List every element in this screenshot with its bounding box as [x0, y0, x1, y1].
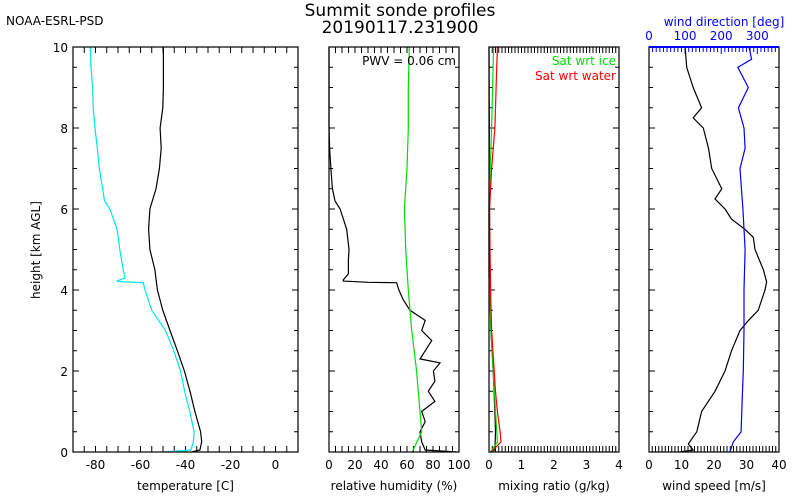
x-axis-title: relative humidity (%)	[331, 479, 458, 493]
series-wind-speed	[679, 46, 768, 453]
legend-entry: Sat wrt ice	[552, 54, 616, 68]
y-axis-title: height [km AGL]	[29, 201, 43, 299]
panel-humidity: 0 20 40 60 80 100 relative humidity (%) PWV = 0…	[325, 46, 471, 493]
chart-title: Summit sonde profiles	[305, 1, 496, 21]
top-axis-tick-label: 300	[746, 29, 769, 43]
x-tick-label: -80	[86, 458, 106, 472]
plot-frame	[648, 46, 780, 453]
series-saturation-wrt-ice	[403, 46, 423, 453]
top-axis-tick-label: 200	[710, 29, 733, 43]
x-tick-label: 20	[706, 458, 721, 472]
panel-temperature: -80 -60 -40 -20 0 temperature [C] 0 2 4 6 8 10	[53, 41, 299, 493]
x-tick-label: 0	[325, 458, 333, 472]
x-tick-label: 2	[550, 458, 558, 472]
x-tick-label: 40	[771, 458, 786, 472]
x-tick-label: -40	[176, 458, 196, 472]
y-tick-label: 10	[53, 41, 68, 55]
x-axis-title: wind speed [m/s]	[662, 479, 766, 493]
x-tick-label: 10	[674, 458, 689, 472]
x-axis-title: mixing ratio (g/kg)	[498, 479, 610, 493]
x-axis-title: temperature [C]	[137, 479, 234, 493]
x-tick-label: -20	[221, 458, 241, 472]
series-sat-wrt-water	[488, 46, 502, 453]
plot-frame	[328, 46, 460, 453]
x-tick-label: -60	[131, 458, 151, 472]
series-relative-humidity	[328, 47, 457, 453]
legend-entry: Sat wrt water	[535, 69, 616, 83]
x-tick-label: 80	[425, 458, 440, 472]
x-tick-label: 30	[739, 458, 754, 472]
y-tick-label: 4	[60, 284, 68, 298]
x-tick-label: 0	[645, 458, 653, 472]
series-dewpoint	[89, 46, 195, 453]
x-tick-label: 0	[272, 458, 280, 472]
series-wind-direction	[729, 46, 753, 453]
x-tick-label: 60	[399, 458, 414, 472]
org-label: NOAA-ESRL-PSD	[6, 14, 103, 28]
y-tick-label: 8	[60, 122, 68, 136]
pwv-annotation: PWV = 0.06 cm	[362, 54, 456, 68]
top-axis-title: wind direction [deg]	[664, 15, 785, 29]
x-tick-label: 20	[347, 458, 362, 472]
top-axis-tick-label: 0	[645, 29, 653, 43]
x-tick-label: 4	[615, 458, 623, 472]
x-tick-label: 100	[448, 458, 471, 472]
panel-wind: 0 10 20 30 40 wind speed [m/s] 0 100 200 300wind …	[645, 15, 786, 493]
series-temperature	[147, 47, 203, 453]
plot-frame	[72, 46, 299, 453]
y-tick-label: 0	[60, 446, 68, 460]
y-tick-label: 2	[60, 365, 68, 379]
plot-frame	[488, 46, 620, 453]
y-tick-label: 6	[60, 203, 68, 217]
chart-subtitle: 20190117.231900	[322, 18, 479, 38]
x-tick-label: 1	[518, 458, 526, 472]
x-tick-label: 40	[373, 458, 388, 472]
x-tick-label: 3	[583, 458, 591, 472]
x-tick-label: 0	[485, 458, 493, 472]
top-axis-tick-label: 100	[674, 29, 697, 43]
